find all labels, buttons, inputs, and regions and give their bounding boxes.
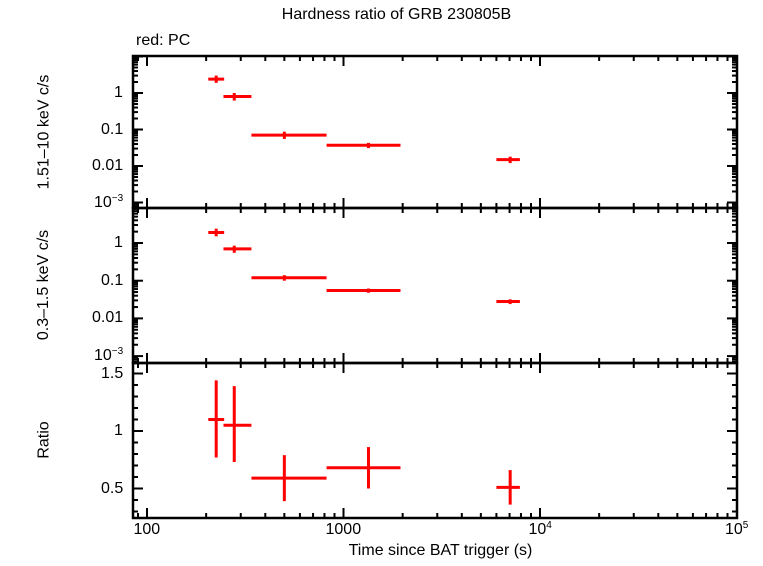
x-axis-label: Time since BAT trigger (s)	[348, 542, 533, 559]
x-tick-label: 105	[725, 520, 749, 539]
panel3-ylabel: Ratio	[35, 421, 53, 459]
y-tick-label: 1	[114, 422, 123, 439]
y-tick-label: 10−3	[94, 192, 124, 211]
chart-title: Hardness ratio of GRB 230805B	[281, 6, 512, 23]
y-tick-label: 0.1	[101, 271, 124, 289]
y-tick-label: 0.01	[92, 157, 124, 174]
panel2-ylabel: 0.3–1.5 keV c/s	[35, 229, 53, 341]
y-tick-label: 0.1	[101, 120, 124, 138]
y-tick-label: 10−3	[94, 346, 124, 365]
panel1-ylabel: 1.51–10 keV c/s	[34, 74, 52, 190]
y-tick-label: 0.01	[92, 309, 124, 327]
x-tick-label: 104	[528, 520, 552, 539]
x-tick-label: 100	[133, 521, 161, 538]
y-tick-label: 0.5	[101, 479, 124, 497]
y-tick-label: 1.5	[101, 364, 124, 382]
x-tick-label: 1000	[325, 521, 362, 538]
y-tick-label: 1	[114, 84, 123, 101]
y-tick-label: 1	[114, 234, 123, 251]
panel-frame	[131, 361, 739, 520]
chart-subtitle: red: PC	[136, 32, 191, 49]
